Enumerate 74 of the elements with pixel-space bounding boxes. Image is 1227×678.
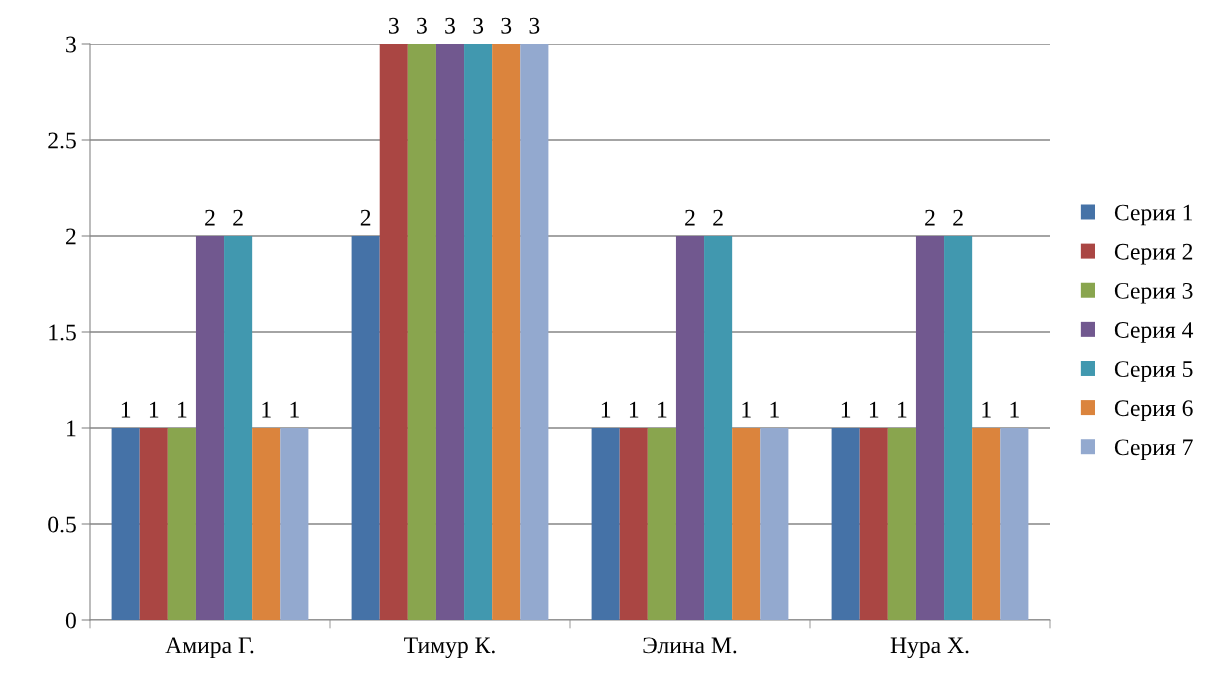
data-label: 2 [685,209,695,226]
bar [111,428,140,620]
y-tick-label: 1.5 [49,324,76,341]
bar [351,236,380,620]
y-tick-label: 2.5 [48,132,76,149]
data-label: 1 [149,401,159,418]
legend-label: Серия 4 [1114,322,1194,343]
y-tick-label: 0 [65,612,76,629]
legend-label: Серия 2 [1114,243,1193,265]
x-tick-label: Амира Г. [165,637,254,659]
data-label: 1 [1010,401,1019,418]
data-label: 2 [233,209,243,226]
bar [464,44,493,620]
legend-label: Серия 6 [1114,400,1193,421]
data-label: 1 [290,401,299,418]
bar [915,236,945,620]
data-label: 1 [178,401,187,418]
data-label: 2 [713,209,723,226]
y-tick-label: 2 [66,228,76,245]
data-label: 1 [121,401,131,418]
bar [435,44,465,620]
bar [831,428,860,620]
data-label: 1 [601,401,611,418]
data-label: 2 [360,209,371,226]
data-label: 1 [262,401,271,418]
bar [195,236,225,620]
data-label: 3 [473,17,484,34]
data-label: 1 [982,401,991,418]
data-label: 1 [742,401,751,418]
data-label: 3 [417,17,427,34]
data-label: 2 [205,209,215,226]
bar [732,428,761,620]
x-tick-label: Тимур К. [404,637,495,659]
data-label: 3 [445,17,455,34]
data-label: 1 [869,401,879,418]
data-label: 3 [529,17,540,34]
y-tick-label: 0.5 [48,516,76,533]
y-tick-label: 1 [67,420,76,437]
bar [591,428,620,620]
bar [167,428,196,620]
legend-label: Серия 1 [1114,204,1193,226]
data-label: 1 [898,401,907,418]
bar [407,44,436,620]
legend-label: Серия 7 [1114,439,1193,461]
bar [760,428,789,620]
data-label: 1 [770,401,779,418]
data-label: 3 [501,17,512,34]
bar [704,236,733,620]
bar [675,236,705,620]
bar [224,236,253,620]
bar [972,428,1001,620]
bar [859,428,888,620]
bar [252,428,281,620]
bar [139,428,168,620]
bar [619,428,648,620]
data-label: 3 [389,17,399,34]
data-label: 2 [925,209,935,226]
legend-label: Серия 3 [1114,282,1193,304]
bar [887,428,916,620]
bar [647,428,676,620]
bar [492,44,521,620]
data-label: 1 [658,401,667,418]
bar [280,428,309,620]
y-tick-label: 3 [66,36,76,53]
bar [1000,428,1029,620]
x-tick-label: Нура Х. [890,637,969,659]
x-tick-label: Элина М. [643,637,737,654]
data-label: 1 [629,401,639,418]
data-label: 2 [953,209,963,226]
data-label: 1 [841,401,851,418]
bar [379,44,408,620]
bar [944,236,973,620]
bar [520,44,549,620]
legend-label: Серия 5 [1114,361,1193,382]
